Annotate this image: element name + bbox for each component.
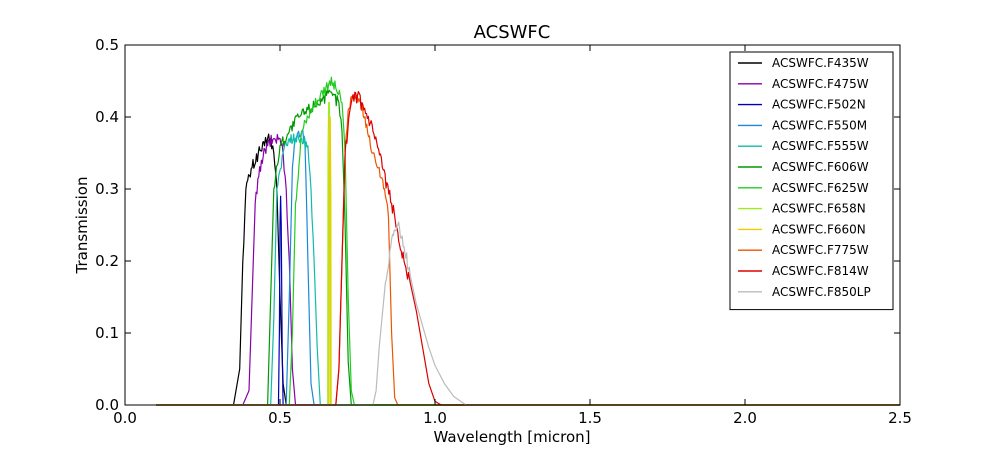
series-line-acswfc-f475w xyxy=(156,133,900,406)
series-line-acswfc-f850lp xyxy=(156,221,900,406)
legend-label: ACSWFC.F550M xyxy=(772,118,867,132)
legend-label: ACSWFC.F660N xyxy=(772,222,866,236)
y-tick-label: 0.0 xyxy=(95,396,119,414)
legend-label: ACSWFC.F814W xyxy=(772,264,869,278)
legend-label: ACSWFC.F658N xyxy=(772,202,866,216)
legend-label: ACSWFC.F435W xyxy=(772,56,869,70)
x-tick-label: 0.0 xyxy=(113,409,137,427)
series-line-acswfc-f550m xyxy=(156,129,900,406)
series-line-acswfc-f555w xyxy=(156,133,900,406)
series-line-acswfc-f606w xyxy=(156,89,900,406)
legend-label: ACSWFC.F475W xyxy=(772,77,869,91)
series-line-acswfc-f775w xyxy=(156,94,900,406)
y-tick-label: 0.2 xyxy=(95,252,119,270)
legend-box xyxy=(729,51,894,311)
x-tick-label: 1.5 xyxy=(578,409,602,427)
series-line-acswfc-f814w xyxy=(156,91,900,406)
y-tick-label: 0.1 xyxy=(95,324,119,342)
series-layer xyxy=(156,76,900,406)
y-tick-label: 0.5 xyxy=(95,36,119,54)
x-tick-label: 2.0 xyxy=(733,409,757,427)
ticks-layer: 0.0 0.5 1.0 1.5 2.0 2.5 0.0 0.1 0.2 0.3 0.4 0.5 xyxy=(95,36,912,427)
plot-frame xyxy=(124,44,901,406)
legend-label: ACSWFC.F775W xyxy=(772,243,869,257)
legend-label: ACSWFC.F850LP xyxy=(772,285,871,299)
series-line-acswfc-f658n xyxy=(156,101,900,406)
legend: ACSWFC.F435W ACSWFC.F475W ACSWFC.F502N ACSW… xyxy=(729,51,894,311)
series-line-acswfc-f435w xyxy=(156,133,900,406)
x-axis-label: Wavelength [micron] xyxy=(433,428,590,446)
x-tick-label: 1.0 xyxy=(423,409,447,427)
legend-label: ACSWFC.F502N xyxy=(772,98,866,112)
y-tick-label: 0.3 xyxy=(95,180,119,198)
series-line-acswfc-f625w xyxy=(156,76,900,406)
y-tick-label: 0.4 xyxy=(95,108,119,126)
series-line-acswfc-f502n xyxy=(156,195,900,406)
legend-label: ACSWFC.F606W xyxy=(772,160,869,174)
series-line-acswfc-f660n xyxy=(156,116,900,406)
legend-label: ACSWFC.F625W xyxy=(772,181,869,195)
legend-label: ACSWFC.F555W xyxy=(772,139,869,153)
x-tick-label: 2.5 xyxy=(888,409,912,427)
x-tick-label: 0.5 xyxy=(268,409,292,427)
y-axis-label: Transmission xyxy=(73,177,91,275)
chart-title: ACSWFC xyxy=(474,22,551,43)
